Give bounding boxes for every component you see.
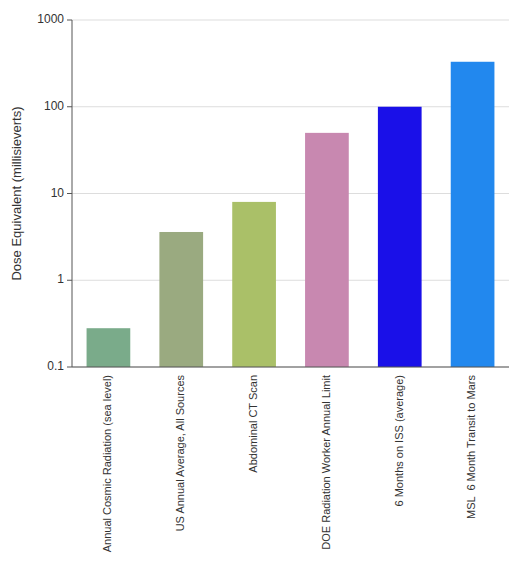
x-tick-label: MSL 6 Month Transit to Mars — [465, 375, 477, 519]
grid-line — [72, 106, 509, 107]
bar — [378, 107, 422, 367]
x-tick-label: 6 Months on ISS (average) — [393, 375, 405, 506]
y-tick-label: 1000 — [37, 12, 64, 26]
y-tick — [67, 20, 72, 21]
y-tick-label: 0.1 — [47, 359, 64, 373]
bar — [232, 202, 276, 367]
y-axis: 0.1 1 10 100 1000 — [37, 12, 72, 373]
y-tick — [67, 106, 72, 107]
grid — [72, 20, 509, 367]
y-tick-label: 1 — [57, 272, 64, 286]
bar — [87, 328, 131, 367]
bars — [87, 62, 495, 367]
x-axis-line — [72, 367, 509, 368]
grid-line — [72, 193, 509, 194]
x-tick-label: DOE Radiation Worker Annual Limit — [320, 375, 332, 550]
bar — [159, 232, 203, 367]
bar — [451, 62, 495, 367]
y-tick — [67, 193, 72, 194]
chart-container: 0.1 1 10 100 1000 Annual Cosmic Radiation (se… — [0, 0, 525, 587]
y-axis-label: Dose Equivalent (millisieverts) — [9, 106, 24, 280]
y-tick-label: 100 — [44, 99, 64, 113]
x-tick-label: Abdominal CT Scan — [247, 375, 259, 473]
x-tick-label: US Annual Average, All Sources — [174, 375, 186, 532]
grid-line — [72, 20, 509, 21]
chart-svg: 0.1 1 10 100 1000 Annual Cosmic Radiation (se… — [0, 0, 525, 587]
bar — [305, 133, 349, 367]
x-tick-label: Annual Cosmic Radiation (sea level) — [101, 375, 113, 552]
y-axis-line — [72, 20, 73, 367]
grid-line — [72, 280, 509, 281]
grid-line — [72, 367, 509, 368]
y-tick — [67, 280, 72, 281]
y-tick-label: 10 — [51, 186, 65, 200]
x-axis: Annual Cosmic Radiation (sea level) US An… — [101, 375, 477, 553]
y-tick — [67, 367, 72, 368]
